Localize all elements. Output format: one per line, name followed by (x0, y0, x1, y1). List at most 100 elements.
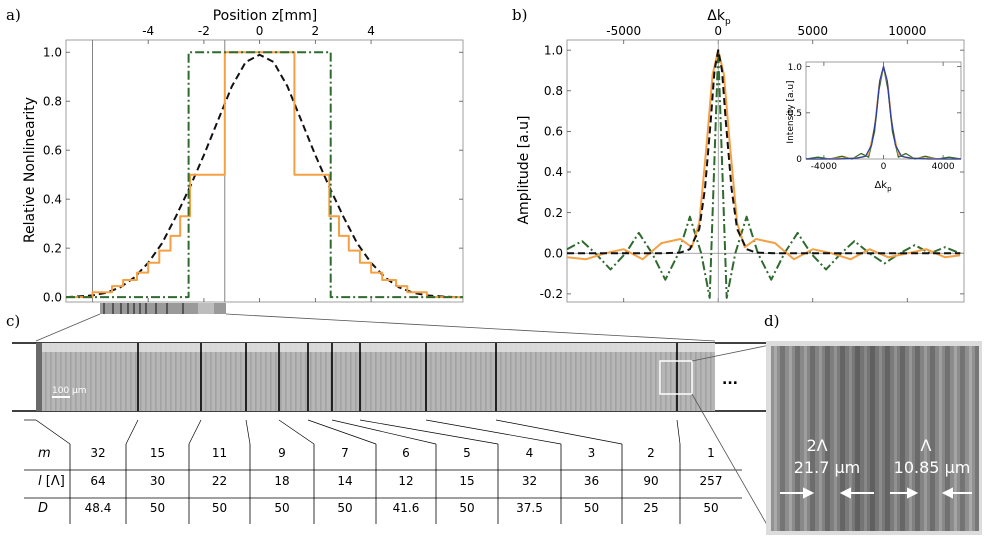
table-row-label: D (38, 501, 48, 516)
y-tick-label: 0.2 (544, 206, 563, 220)
y-tick-label: 0.8 (43, 94, 62, 108)
table-connector (125, 419, 139, 445)
table-connector (188, 419, 202, 445)
series-2-line (66, 51, 463, 299)
panel-label-c: c) (6, 312, 20, 330)
panel-a-series (65, 51, 463, 299)
x-tick-label: 4 (367, 24, 375, 38)
x-tick-label: 0 (714, 24, 722, 38)
panel-b-series (566, 49, 961, 299)
series-0-line (566, 49, 961, 299)
y-tick-label: 1.0 (43, 45, 62, 59)
dimension-arrows (780, 487, 972, 499)
table-connector (676, 419, 681, 445)
table-cell: 1 (707, 446, 715, 460)
value-lambda: 10.85 µm (894, 458, 971, 477)
table-cell: 36 (584, 474, 599, 488)
micrograph-strip (36, 343, 715, 411)
panel-d: d) 2Λ 21.7 µm Λ 10.85 µm (691, 312, 982, 535)
panel-b-y-axis-title: Amplitude [a.u] (516, 115, 532, 224)
table-cell: 7 (341, 446, 349, 460)
inset-frame (805, 61, 962, 160)
x-tick-label: -4000 (811, 162, 837, 172)
inset-y-axis-title: Intensity [a.u] (786, 80, 796, 143)
y-tick-label: 0.2 (43, 241, 62, 255)
y-tick-label: 1.0 (544, 43, 563, 57)
table-cell: 6 (402, 446, 410, 460)
panel-a-top-axis-title: Position z[mm] (213, 8, 318, 24)
table-cell: 12 (398, 474, 413, 488)
series-2-line (567, 49, 961, 255)
table-connector (278, 419, 315, 445)
panel-b-frame (566, 39, 965, 303)
table-cell: 50 (703, 501, 718, 515)
x-tick-label: -4 (142, 24, 154, 38)
inset-ticks: -4000 0 4000 0 0.5 1.0 (788, 62, 961, 172)
panel-b: b) Δkp Amplitude [a.u] -5000 0 5000 10000 -0… (512, 6, 965, 303)
y-tick-label: 0.6 (43, 143, 62, 157)
y-tick-label: 0.4 (544, 165, 563, 179)
panel-b-ticks: -5000 0 5000 10000 -0.2 0.0 0.2 0.4 0.6 0.8 1.0 (540, 24, 964, 302)
panel-a-y-axis-title: Relative Nonlinearity (22, 97, 38, 243)
table-cell: 30 (150, 474, 165, 488)
panel-label-d: d) (764, 312, 779, 330)
table-cell: 5 (463, 446, 471, 460)
table-cell: 15 (459, 474, 474, 488)
series-0-line (65, 53, 463, 299)
table-cell: 25 (643, 501, 658, 515)
x-tick-label: 0 (256, 24, 264, 38)
y-tick-label: 1.0 (788, 63, 803, 73)
table-cell: 257 (700, 474, 723, 488)
panel-a-structure-strip (100, 303, 226, 314)
x-tick-label: 5000 (797, 24, 828, 38)
y-tick-label: 0.0 (544, 246, 563, 260)
table-cell: 50 (337, 501, 352, 515)
table-cell: 14 (337, 474, 352, 488)
table-cell: 4 (526, 446, 534, 460)
x-tick-label: -5000 (606, 24, 641, 38)
y-tick-label: 0.8 (544, 84, 563, 98)
series-2-line (806, 65, 961, 160)
x-tick-label: 0 (881, 162, 887, 172)
table-cell: 50 (212, 501, 227, 515)
series-1-line (66, 51, 463, 299)
table-connector (331, 419, 437, 445)
table-row-label: m (38, 446, 51, 461)
continuation-ellipsis: ... (722, 372, 738, 388)
table-cell: 50 (459, 501, 474, 515)
table-cell: 50 (150, 501, 165, 515)
table-row-label: l [Λ] (38, 474, 65, 489)
y-tick-label: 0.4 (43, 192, 62, 206)
y-tick-label: 0 (796, 155, 802, 165)
table-cell: 11 (212, 446, 227, 460)
x-tick-label: 2 (312, 24, 320, 38)
label-lambda: Λ (921, 436, 932, 455)
table-cell: 37.5 (516, 501, 543, 515)
table-connector (35, 419, 71, 445)
table-cell: 15 (150, 446, 165, 460)
inset-series (805, 65, 962, 160)
value-2lambda: 21.7 µm (794, 458, 860, 477)
y-tick-label: 0.6 (544, 125, 563, 139)
panel-label-b: b) (512, 6, 527, 24)
table-cell: 64 (90, 474, 105, 488)
y-tick-label: 0.0 (43, 290, 62, 304)
table-cell: 50 (274, 501, 289, 515)
table-cell: 18 (274, 474, 289, 488)
table-cell: 50 (584, 501, 599, 515)
panel-c: c) 100 µm ... m 32 15 11 9 7 6 5 4 3 2 1l [Λ] 64 30 22… (6, 312, 768, 524)
label-2lambda: 2Λ (806, 436, 827, 455)
parameter-table: m 32 15 11 9 7 6 5 4 3 2 1l [Λ] 64 30 22 18 14 12 15 32 36 90… (24, 444, 742, 524)
table-cell: 41.6 (393, 501, 420, 515)
table-cell: 90 (643, 474, 658, 488)
x-tick-label: -2 (198, 24, 210, 38)
y-tick-label: -0.2 (540, 287, 563, 301)
scale-bar-label: 100 µm (52, 386, 87, 396)
table-connectors (24, 419, 681, 445)
table-connector (495, 419, 623, 445)
inset-x-axis-title: Δkp (874, 180, 892, 193)
table-connector (245, 419, 251, 445)
table-cell: 3 (588, 446, 596, 460)
table-cell: 9 (278, 446, 286, 460)
